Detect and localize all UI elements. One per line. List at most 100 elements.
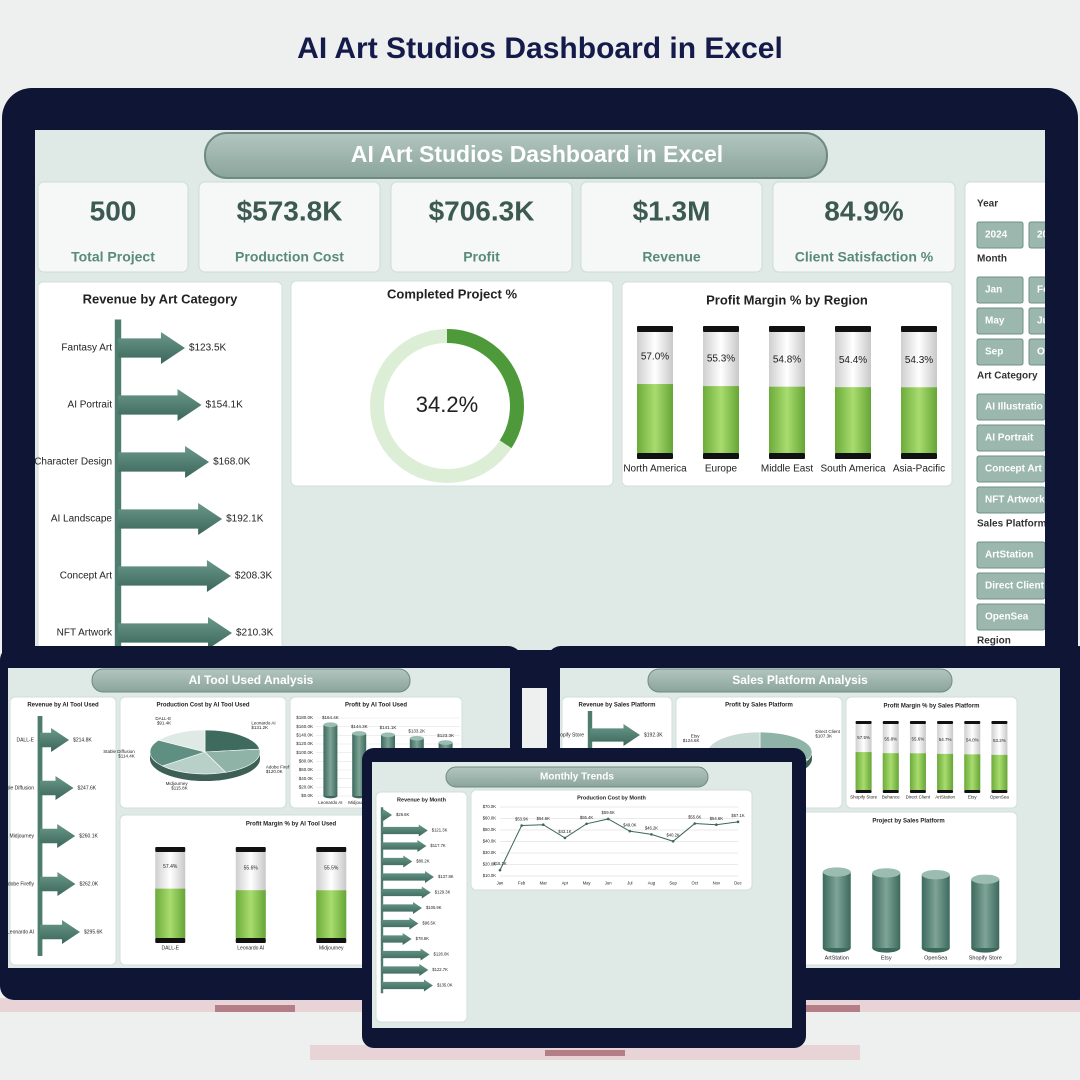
pie-slice xyxy=(204,748,261,773)
arrow-bar xyxy=(382,871,434,883)
marker xyxy=(520,824,523,827)
cylinder-cap xyxy=(991,790,1008,793)
slicer-item: Jan xyxy=(985,285,1002,296)
y-tick-label: $60.0K xyxy=(483,816,496,821)
value-label: $154.1K xyxy=(206,400,244,411)
x-tick-label: Feb xyxy=(518,880,526,885)
bar-cap xyxy=(409,735,424,741)
bar-cap xyxy=(971,874,1000,884)
value-label: 57.4% xyxy=(163,864,178,870)
donut-arc xyxy=(446,329,524,449)
cylinder-cap xyxy=(855,790,872,793)
marker xyxy=(563,836,567,840)
value-label: $54.6K xyxy=(537,816,550,821)
value-label: $168.0K xyxy=(213,457,251,468)
value-label: $260.1K xyxy=(79,833,98,839)
slicer-button[interactable] xyxy=(1028,307,1075,335)
slicer-button[interactable] xyxy=(976,338,1024,366)
value-label: 54.4% xyxy=(839,355,867,366)
category-label: North America xyxy=(623,464,687,475)
value-label: $126.0K xyxy=(434,952,450,957)
value-label: $210.3K xyxy=(236,628,274,639)
slicer-button[interactable] xyxy=(976,486,1045,514)
bar-cap xyxy=(381,732,395,738)
category-label: Etsy xyxy=(881,956,892,962)
category-label: Concept Art xyxy=(60,571,112,582)
chart-title: Profit Margin % by Region xyxy=(706,292,868,307)
slicer-button[interactable] xyxy=(976,603,1045,631)
x-tick-label: Oct xyxy=(691,880,698,885)
arrow-bar xyxy=(382,917,419,930)
value-label: $192.3K xyxy=(644,732,663,738)
category-label: AI Landscape xyxy=(51,514,113,525)
value-label: 57.0% xyxy=(641,352,669,363)
marker xyxy=(693,822,697,825)
slicer-button[interactable] xyxy=(976,572,1045,600)
kpi-card xyxy=(580,181,763,273)
slicer-button[interactable] xyxy=(1028,221,1075,249)
bar xyxy=(901,387,937,453)
slicer-title: Month xyxy=(977,254,1007,265)
value-label: 53.2% xyxy=(993,738,1006,743)
y-tick-label: $50.0K xyxy=(483,827,496,832)
value-label: $91.4K xyxy=(157,721,171,726)
marker xyxy=(585,822,588,826)
value-label: $43.1K xyxy=(558,829,571,834)
marker xyxy=(650,833,653,836)
bar xyxy=(316,890,347,938)
donut-label: 34.2% xyxy=(416,392,478,417)
category-label: Leonardo AI xyxy=(251,720,275,725)
category-label: DALL-E xyxy=(161,945,179,951)
slicer-item: 2024 xyxy=(985,230,1008,241)
y-tick-label: $60.0K xyxy=(299,767,313,772)
bar xyxy=(971,879,1000,948)
category-label: Shopify Store xyxy=(969,956,1002,962)
chart-title: Revenue by AI Tool Used xyxy=(27,703,99,709)
y-tick-label: $20.0K xyxy=(299,785,313,790)
cylinder-cap xyxy=(882,790,899,793)
value-label: $40.2K xyxy=(666,832,679,837)
y-tick-label: $180.0K xyxy=(296,715,313,720)
slicer-button[interactable] xyxy=(976,221,1024,249)
slicer-button[interactable] xyxy=(976,424,1045,452)
x-tick-label: Mar xyxy=(540,880,548,885)
marker xyxy=(541,823,545,827)
value-label: 54.8% xyxy=(773,354,801,365)
cylinder-cap xyxy=(855,721,872,724)
category-label: Fantasy Art xyxy=(61,343,112,354)
value-label: $164.4K xyxy=(322,715,339,720)
panel xyxy=(845,696,1018,809)
slicer-button[interactable] xyxy=(976,276,1024,304)
chart-title: Production Cost by AI Tool Used xyxy=(157,703,250,709)
category-label: Midjourney xyxy=(348,800,371,805)
value-label: $262.0K xyxy=(79,881,98,887)
line xyxy=(499,818,739,871)
bar xyxy=(637,384,673,453)
slicer-title: Sales Platform xyxy=(977,519,1047,530)
slicer-button[interactable] xyxy=(976,393,1045,421)
chart-title: Profit Margin % by Sales Platform xyxy=(883,704,979,710)
slicer-button[interactable] xyxy=(976,541,1045,569)
bar xyxy=(703,386,739,453)
value-label: $15.1K xyxy=(493,861,506,866)
slicer-title: Year xyxy=(977,199,998,210)
value-label: $114.4K xyxy=(118,754,134,759)
slicer-button[interactable] xyxy=(1028,338,1075,366)
value-label: $26.6K xyxy=(396,812,409,817)
x-tick-label: Jan xyxy=(497,880,504,885)
value-label: $129.3K xyxy=(435,890,451,895)
arrow-bar xyxy=(118,446,210,478)
value-label: $137.8K xyxy=(438,874,454,879)
panel xyxy=(470,789,753,891)
slicer-button[interactable] xyxy=(976,455,1045,483)
category-label: OpenSea xyxy=(990,795,1010,800)
slicer-button[interactable] xyxy=(1028,276,1075,304)
screen-title: Monthly Trends xyxy=(540,772,614,783)
bar xyxy=(937,753,954,790)
kpi-label: Profit xyxy=(463,249,500,265)
category-label: DALL-E xyxy=(16,737,34,743)
slicer-button[interactable] xyxy=(976,307,1024,335)
arrow-bar xyxy=(40,920,80,944)
slicer-item: Concept Art xyxy=(985,464,1043,475)
marker xyxy=(715,823,718,827)
